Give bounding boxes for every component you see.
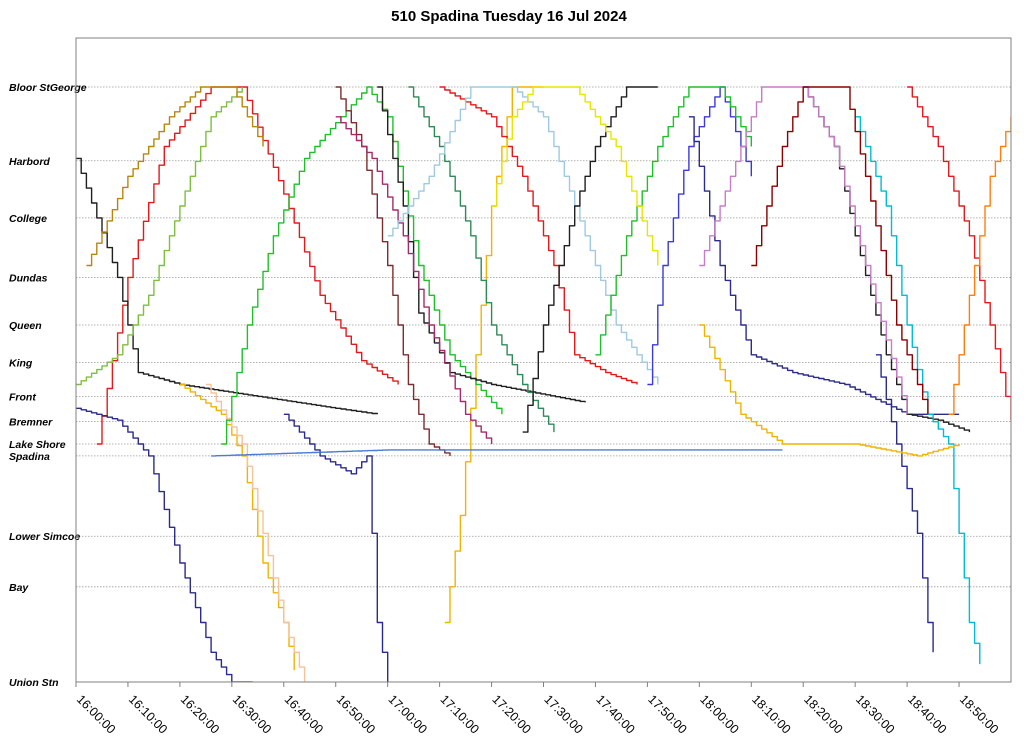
chart-title: 510 Spadina Tuesday 16 Jul 2024 bbox=[391, 8, 627, 25]
stop-label: Harbord bbox=[9, 156, 50, 168]
trip-trace-14 bbox=[387, 86, 659, 385]
stop-label: Front bbox=[9, 391, 36, 403]
x-tick-label: 17:00:00 bbox=[386, 692, 430, 736]
x-tick-label: 16:10:00 bbox=[126, 692, 170, 736]
trip-traces bbox=[76, 86, 1011, 682]
x-tick-label: 16:50:00 bbox=[334, 692, 378, 736]
trip-trace-11 bbox=[439, 86, 638, 385]
trip-trace-25 bbox=[491, 86, 659, 266]
trip-trace-12 bbox=[335, 116, 493, 444]
stop-label: Dundas bbox=[9, 272, 48, 284]
stop-label: Bloor StGeorge bbox=[9, 82, 87, 94]
trip-trace-13 bbox=[408, 86, 555, 433]
x-tick-label: 16:00:00 bbox=[74, 692, 118, 736]
trip-trace-2 bbox=[76, 157, 378, 415]
stop-label: Lower Simcoe bbox=[9, 531, 80, 543]
x-tick-label: 18:10:00 bbox=[749, 692, 793, 736]
stop-label: Bremner bbox=[9, 416, 53, 428]
x-tick-label: 17:50:00 bbox=[645, 692, 689, 736]
trip-trace-21 bbox=[907, 86, 1011, 421]
x-tick-label: 18:00:00 bbox=[697, 692, 741, 736]
trip-trace-4 bbox=[283, 413, 389, 682]
trip-trace-20 bbox=[855, 116, 981, 665]
trip-trace-6 bbox=[205, 383, 306, 682]
stop-label: Union Stn bbox=[9, 677, 59, 689]
x-tick-label: 16:40:00 bbox=[282, 692, 326, 736]
trip-trace-5 bbox=[179, 383, 295, 671]
x-tick-label: 17:40:00 bbox=[593, 692, 637, 736]
trip-trace-16 bbox=[647, 86, 752, 386]
plot-area bbox=[75, 37, 1012, 683]
trip-trace-15 bbox=[522, 86, 658, 433]
trip-trace-18 bbox=[595, 86, 752, 356]
time-axis: 16:00:00 16:10:00 16:20:00 16:30:00 16:40:00… bbox=[74, 682, 1001, 737]
stop-label: Lake Shore bbox=[9, 439, 66, 451]
x-tick-label: 17:30:00 bbox=[541, 692, 585, 736]
stop-labels: Bloor StGeorge Harbord College Dundas Queen K… bbox=[9, 82, 87, 689]
trip-trace-28 bbox=[76, 87, 243, 386]
x-tick-label: 16:30:00 bbox=[230, 692, 274, 736]
stop-label: King bbox=[9, 357, 33, 369]
stop-label: Bay bbox=[9, 582, 29, 594]
x-tick-label: 16:20:00 bbox=[178, 692, 222, 736]
stop-label: College bbox=[9, 213, 47, 225]
trip-trace-9 bbox=[335, 86, 451, 456]
trip-trace-29 bbox=[86, 86, 264, 267]
trip-trace-1 bbox=[96, 86, 399, 445]
stop-label: Queen bbox=[9, 320, 42, 332]
trip-trace-3 bbox=[76, 407, 253, 682]
trip-trace-27 bbox=[948, 116, 1011, 415]
x-tick-label: 18:30:00 bbox=[853, 692, 897, 736]
x-tick-label: 18:20:00 bbox=[801, 692, 845, 736]
trip-trace-17 bbox=[688, 116, 960, 415]
trip-trace-30 bbox=[751, 86, 929, 415]
trip-trace-8 bbox=[221, 86, 503, 445]
stop-label: Spadina bbox=[9, 451, 50, 463]
trip-trace-22 bbox=[875, 354, 934, 653]
x-tick-label: 17:20:00 bbox=[489, 692, 533, 736]
trip-trace-26 bbox=[699, 86, 908, 415]
x-tick-label: 18:40:00 bbox=[905, 692, 949, 736]
x-tick-label: 17:10:00 bbox=[437, 692, 481, 736]
trip-trace-7 bbox=[444, 86, 544, 624]
trip-trace-23 bbox=[699, 324, 960, 457]
x-tick-label: 18:50:00 bbox=[957, 692, 1001, 736]
trip-trace-24 bbox=[211, 449, 783, 457]
